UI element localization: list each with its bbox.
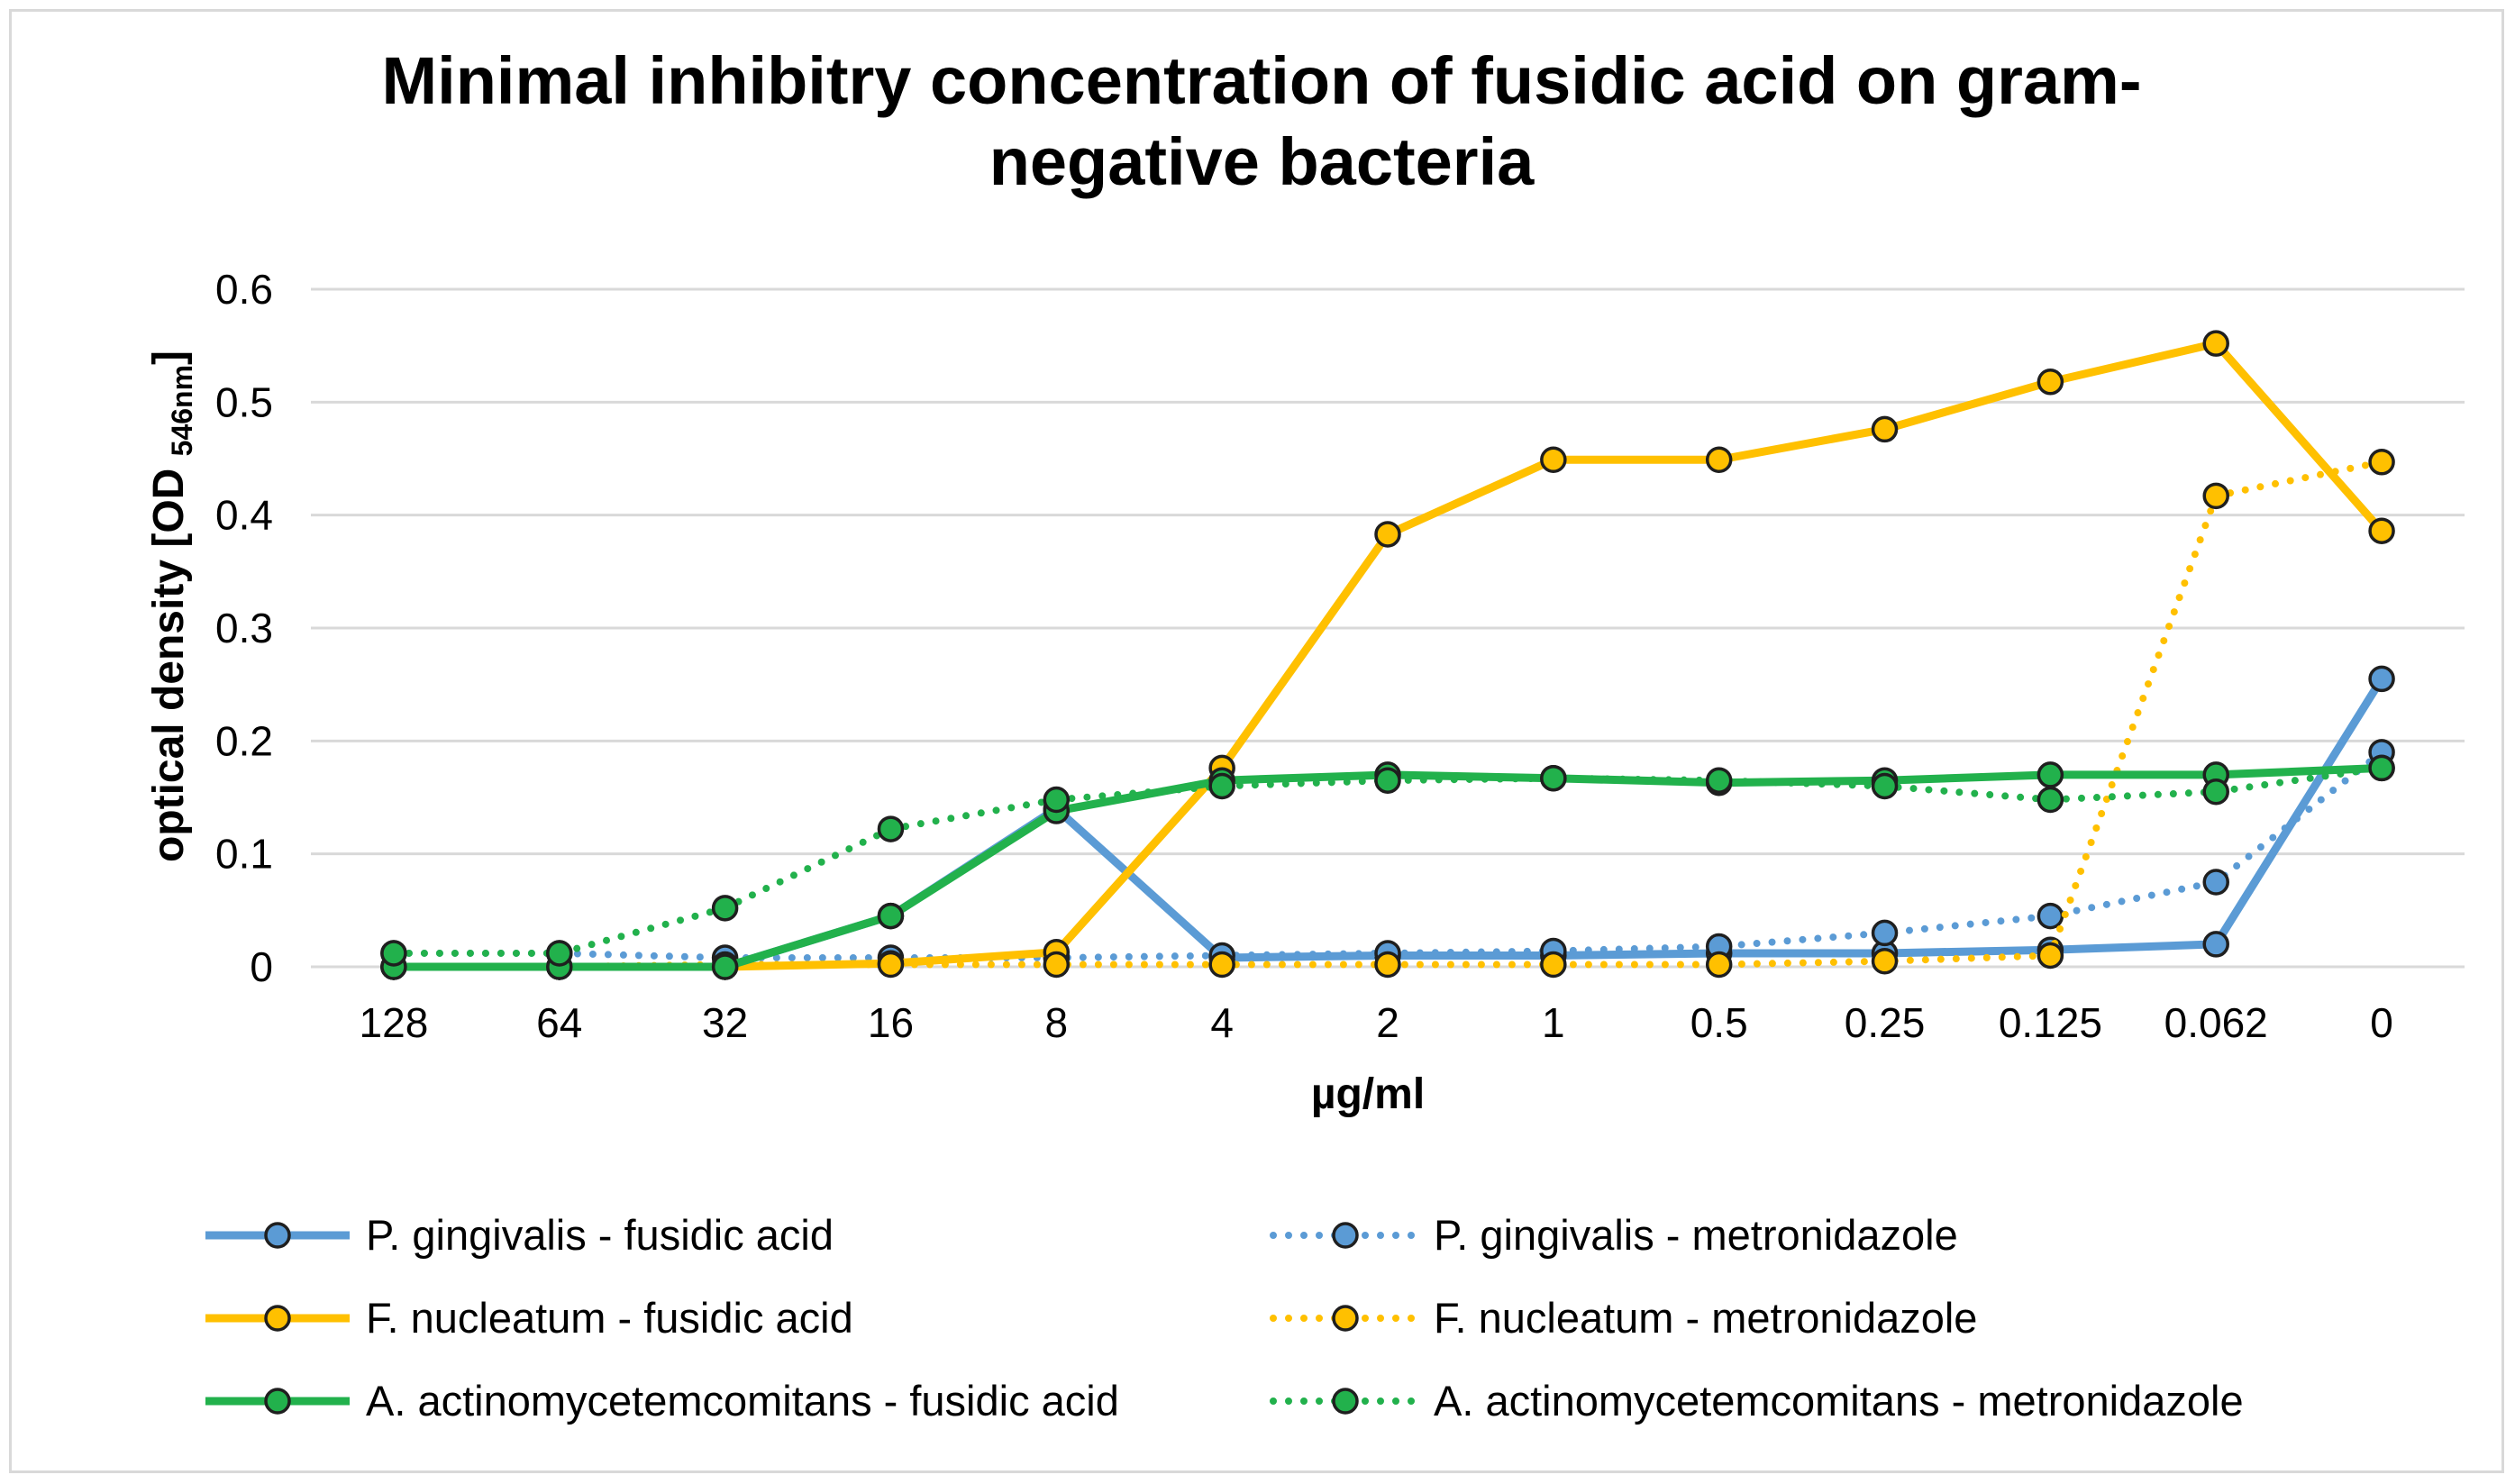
x-tick-label: 0.062 bbox=[2164, 999, 2268, 1046]
legend-swatch-marker bbox=[1332, 1388, 1359, 1415]
data-point bbox=[1540, 951, 1567, 979]
data-point bbox=[2202, 931, 2229, 958]
legend: P. gingivalis - fusidic acid P. gingivali… bbox=[205, 1211, 2244, 1425]
y-tick-label: 0.3 bbox=[215, 605, 273, 651]
data-point bbox=[2368, 665, 2395, 693]
y-tick-label: 0.1 bbox=[215, 831, 273, 878]
data-point bbox=[2037, 761, 2064, 788]
data-point bbox=[1540, 446, 1567, 474]
series-group bbox=[380, 330, 2395, 980]
legend-swatch-marker bbox=[264, 1388, 291, 1415]
y-tick-label: 0.6 bbox=[215, 266, 273, 313]
data-point bbox=[1871, 415, 1899, 443]
data-point bbox=[1208, 772, 1235, 800]
data-point bbox=[2202, 330, 2229, 357]
data-point bbox=[1871, 919, 1899, 947]
x-tick-label: 0 bbox=[2370, 999, 2393, 1046]
x-tick-label: 16 bbox=[868, 999, 914, 1046]
data-point bbox=[1705, 951, 1733, 979]
x-tick-label: 128 bbox=[360, 999, 429, 1046]
data-point bbox=[2037, 902, 2064, 930]
data-point bbox=[711, 953, 739, 980]
y-tick-label: 0.5 bbox=[215, 378, 273, 425]
series-p-gingivalis-fusidic-acid bbox=[380, 665, 2395, 980]
data-point bbox=[711, 895, 739, 922]
data-point bbox=[1705, 446, 1733, 474]
data-point bbox=[1871, 772, 1899, 800]
x-tick-label: 2 bbox=[1376, 999, 1399, 1046]
chart-title-line-2: negative bacteria bbox=[989, 124, 1535, 199]
x-axis-ticks: 128 64 32 16 8 4 2 1 0.5 0.25 0.125 0.062 0 bbox=[360, 999, 2393, 1046]
y-axis-title: optical density [OD 546nm] bbox=[145, 351, 198, 862]
x-tick-label: 0.5 bbox=[1690, 999, 1748, 1046]
legend-swatch-marker bbox=[264, 1305, 291, 1332]
x-tick-label: 0.25 bbox=[1845, 999, 1926, 1046]
data-point bbox=[877, 951, 905, 979]
data-point bbox=[1705, 767, 1733, 794]
data-point bbox=[2037, 942, 2064, 970]
y-tick-label: 0 bbox=[250, 943, 273, 990]
y-axis-ticks: 0 0.1 0.2 0.3 0.4 0.5 0.6 bbox=[215, 266, 273, 990]
chart-frame: Minimal inhibitry concentration of fusid… bbox=[9, 9, 2504, 1473]
series-f-nucleatum-fusidic-acid bbox=[380, 330, 2395, 980]
legend-swatch-marker bbox=[264, 1222, 291, 1249]
legend-label: A. actinomycetemcomitans - fusidic acid bbox=[366, 1377, 1119, 1425]
legend-item-f-nucleatum-fusidic-acid: F. nucleatum - fusidic acid bbox=[205, 1294, 853, 1342]
y-tick-label: 0.4 bbox=[215, 492, 273, 539]
chart-title-line-1: Minimal inhibitry concentration of fusid… bbox=[382, 43, 2142, 118]
data-point bbox=[2368, 754, 2395, 782]
series-a-actinomycetemcomitans-metronidazole bbox=[380, 754, 2395, 967]
legend-label: F. nucleatum - metronidazole bbox=[1434, 1294, 1977, 1342]
x-tick-label: 1 bbox=[1542, 999, 1565, 1046]
series-line bbox=[389, 764, 2386, 957]
x-tick-label: 32 bbox=[702, 999, 748, 1046]
x-tick-label: 64 bbox=[536, 999, 582, 1046]
legend-label: P. gingivalis - metronidazole bbox=[1434, 1211, 1958, 1259]
legend-item-p-gingivalis-metronidazole: P. gingivalis - metronidazole bbox=[1270, 1211, 1958, 1259]
data-point bbox=[2037, 369, 2064, 396]
x-tick-label: 8 bbox=[1045, 999, 1069, 1046]
line-chart: Minimal inhibitry concentration of fusid… bbox=[145, 43, 2465, 1425]
data-point bbox=[2368, 517, 2395, 544]
data-point bbox=[1043, 786, 1071, 814]
data-point bbox=[877, 902, 905, 930]
legend-item-a-actinomycetemcomitans-fusidic-acid: A. actinomycetemcomitans - fusidic acid bbox=[205, 1377, 1119, 1425]
series-line bbox=[393, 677, 2385, 971]
data-point bbox=[2202, 778, 2229, 806]
data-point bbox=[2202, 869, 2229, 896]
data-point bbox=[1374, 951, 1401, 979]
x-axis-title: µg/ml bbox=[1311, 1070, 1425, 1118]
data-point bbox=[380, 940, 407, 967]
y-axis-title-subscript: 546nm bbox=[166, 365, 198, 456]
data-point bbox=[1374, 521, 1401, 548]
legend-item-f-nucleatum-metronidazole: F. nucleatum - metronidazole bbox=[1270, 1294, 1977, 1342]
data-point bbox=[1043, 951, 1071, 979]
data-point bbox=[1374, 767, 1401, 794]
data-point bbox=[877, 815, 905, 842]
legend-swatch-marker bbox=[1332, 1222, 1359, 1249]
data-point bbox=[1871, 947, 1899, 975]
gridlines bbox=[311, 287, 2465, 969]
legend-label: A. actinomycetemcomitans - metronidazole bbox=[1434, 1377, 2244, 1425]
y-tick-label: 0.2 bbox=[215, 717, 273, 764]
data-point bbox=[1208, 951, 1235, 979]
data-point bbox=[546, 940, 573, 967]
y-axis-title-close: ] bbox=[145, 351, 193, 365]
data-point bbox=[2037, 786, 2064, 814]
legend-swatch-marker bbox=[1332, 1305, 1359, 1332]
y-axis-title-main: optical density [OD bbox=[145, 456, 193, 862]
legend-label: F. nucleatum - fusidic acid bbox=[366, 1294, 853, 1342]
data-point bbox=[1540, 764, 1567, 792]
x-tick-label: 0.125 bbox=[1999, 999, 2102, 1046]
data-point bbox=[2202, 482, 2229, 510]
legend-item-p-gingivalis-fusidic-acid: P. gingivalis - fusidic acid bbox=[205, 1211, 834, 1259]
x-tick-label: 4 bbox=[1210, 999, 1234, 1046]
legend-label: P. gingivalis - fusidic acid bbox=[366, 1211, 834, 1259]
legend-item-a-actinomycetemcomitans-metronidazole: A. actinomycetemcomitans - metronidazole bbox=[1270, 1377, 2244, 1425]
data-point bbox=[2368, 449, 2395, 476]
